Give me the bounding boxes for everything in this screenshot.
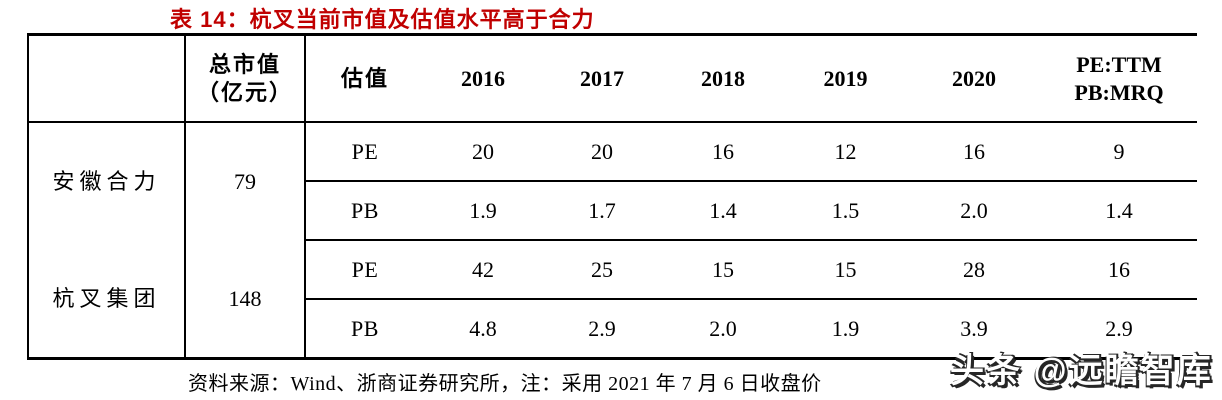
company-name-heli: 安徽合力 (28, 122, 186, 240)
metric-label: PE (305, 122, 424, 182)
pb-value: 2.0 (709, 315, 737, 341)
pb-value: 4.8 (469, 315, 497, 341)
header-year-2020: 2020 (907, 34, 1041, 123)
pb-value: 1.4 (1041, 181, 1197, 241)
pe-value: 16 (662, 122, 784, 182)
pb-value: 2.0 (907, 181, 1041, 241)
pb-mrq-label: PB:MRQ (1074, 79, 1164, 105)
market-cap-heli: 79 (185, 122, 306, 240)
header-ttm-mrq: PE:TTM PB:MRQ (1041, 34, 1197, 123)
header-year-2018: 2018 (662, 34, 784, 123)
table-row: 安徽合力 79 PE 20 20 16 12 16 9 (28, 122, 1197, 240)
pe-value: 20 (542, 122, 662, 182)
pb-value: 1.9 (831, 315, 860, 341)
pb-value: 1.4 (662, 181, 784, 241)
pb-value: 1.5 (784, 181, 907, 241)
header-year-2016: 2016 (424, 34, 542, 123)
pb-value: 2.9 (1105, 315, 1133, 341)
pe-value: 20 (424, 122, 542, 182)
pe-value: 15 (662, 240, 784, 300)
market-cap-hangcha: 148 (185, 240, 306, 359)
pe-value: 25 (542, 240, 662, 300)
pe-value: 16 (907, 122, 1041, 182)
pb-value: 1.7 (542, 181, 662, 241)
pb-value: 1.9 (424, 181, 542, 241)
valuation-table: 总市值 （亿元） 估值 2016 2017 2018 2019 2020 PE:… (27, 33, 1197, 360)
pe-value: 15 (784, 240, 907, 300)
header-year-2019: 2019 (784, 34, 907, 123)
pe-value: 28 (907, 240, 1041, 300)
pe-value: 42 (424, 240, 542, 300)
header-corner-cell (28, 34, 186, 123)
market-cap-label: 总市值 (208, 52, 281, 77)
metric-label: PE (305, 240, 424, 300)
pe-value: 16 (1041, 240, 1197, 300)
metric-label: PB (351, 315, 379, 341)
metric-label: PB (305, 181, 424, 241)
toutiao-watermark: 头条 @远瞻智库 (950, 352, 1213, 390)
pe-value: 9 (1041, 122, 1197, 182)
pe-ttm-label: PE:TTM (1076, 52, 1162, 77)
source-note: 资料来源：Wind、浙商证券研究所，注：采用 2021 年 7 月 6 日收盘价 (188, 373, 822, 395)
table-row: 杭叉集团 148 PE 42 25 15 15 28 16 (28, 240, 1197, 359)
header-market-cap: 总市值 （亿元） (185, 34, 306, 123)
table-row: PB 1.9 1.7 1.4 1.5 2.0 1.4 (28, 181, 1197, 241)
market-cap-unit: （亿元） (196, 79, 293, 105)
header-year-2017: 2017 (542, 34, 662, 123)
pe-value: 12 (784, 122, 907, 182)
header-row: 总市值 （亿元） 估值 2016 2017 2018 2019 2020 PE:… (28, 34, 1197, 123)
pb-value: 2.9 (588, 315, 616, 341)
header-valuation: 估值 (305, 34, 424, 123)
pb-value: 3.9 (960, 315, 988, 341)
table-title: 表 14：杭叉当前市值及估值水平高于合力 (170, 7, 595, 32)
table-row: PB 4.8 2.9 2.0 1.9 3.9 2.9 (28, 299, 1197, 359)
company-name-hangcha: 杭叉集团 (28, 240, 186, 359)
